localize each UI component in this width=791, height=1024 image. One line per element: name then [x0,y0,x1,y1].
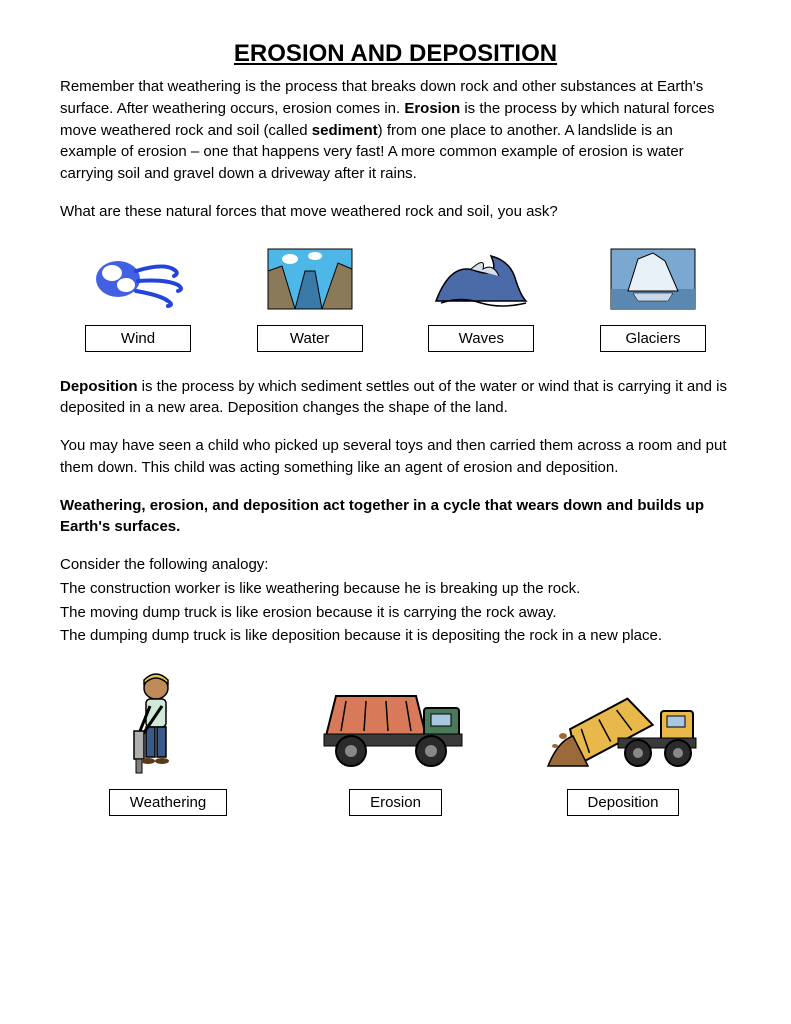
analogy-label: Deposition [567,789,680,816]
force-label: Water [257,325,363,352]
force-item-wind: Wind [68,239,208,352]
analogy-erosion-line: The moving dump truck is like erosion be… [60,602,731,624]
question-paragraph: What are these natural forces that move … [60,201,731,223]
water-icon [255,239,365,319]
analogy-weathering-line: The construction worker is like weatheri… [60,578,731,600]
force-label: Glaciers [600,325,706,352]
force-item-water: Water [240,239,380,352]
glaciers-icon [598,239,708,319]
dump-truck-moving-icon [306,663,486,783]
cycle-paragraph: Weathering, erosion, and deposition act … [60,495,731,539]
intro-paragraph: Remember that weathering is the process … [60,76,731,185]
analogy-item-deposition: Deposition [523,663,723,816]
construction-worker-icon [78,663,258,783]
analogy-item-erosion: Erosion [296,663,496,816]
force-label: Waves [428,325,534,352]
analogy-label: Weathering [109,789,227,816]
analogy-deposition-line: The dumping dump truck is like depositio… [60,625,731,647]
waves-icon [426,239,536,319]
analogy-images-row: Weathering Eros [60,663,731,816]
page-title: EROSION AND DEPOSITION [60,40,731,68]
worksheet-page: EROSION AND DEPOSITION Remember that wea… [0,0,791,1024]
dump-truck-dumping-icon [533,663,713,783]
deposition-paragraph: Deposition is the process by which sedim… [60,376,731,420]
force-item-waves: Waves [411,239,551,352]
force-label: Wind [85,325,191,352]
wind-icon [83,239,193,319]
analogy-label: Erosion [349,789,442,816]
force-item-glaciers: Glaciers [583,239,723,352]
child-analogy-paragraph: You may have seen a child who picked up … [60,435,731,479]
natural-forces-row: Wind Water [60,239,731,352]
analogy-intro: Consider the following analogy: [60,554,731,576]
analogy-item-weathering: Weathering [68,663,268,816]
